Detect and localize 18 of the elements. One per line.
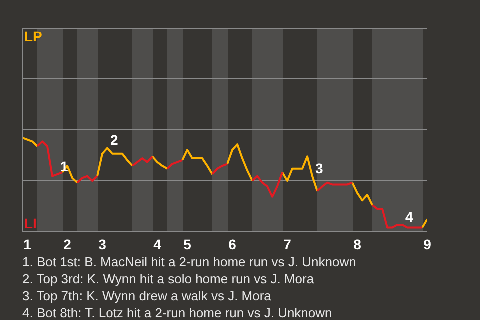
x-tick-label: 8: [354, 236, 362, 252]
x-tick-label: 5: [184, 236, 192, 252]
x-tick-label: 3: [98, 236, 107, 252]
x-tick-label: 4: [154, 236, 162, 252]
text: 4. Bot 8th: T. Lotz hit a 2-run home run vs J. Unknown: [22, 306, 332, 320]
text: LP: [24, 28, 42, 44]
text: 3. Top 7th: K. Wynn drew a walk vs J. Mora: [22, 288, 272, 304]
annotation: LI: [24, 216, 37, 232]
annotation: 4: [406, 208, 414, 225]
x-tick-label: 1: [24, 236, 32, 252]
annotation: 2: [110, 132, 118, 148]
x-tick-label: 7: [284, 236, 292, 252]
x-tick-label: 2: [64, 236, 72, 252]
x-tick-label: 6: [228, 236, 237, 252]
x-tick-label: 9: [424, 236, 432, 252]
annotation: 3: [316, 160, 324, 176]
text: 2. Top 3rd: K. Wynn hit a solo home run vs J. Mora: [22, 272, 315, 286]
text: 1. Bot 1st: B. MacNeil hit a 2-run home run vs J. Unknown: [22, 254, 356, 270]
